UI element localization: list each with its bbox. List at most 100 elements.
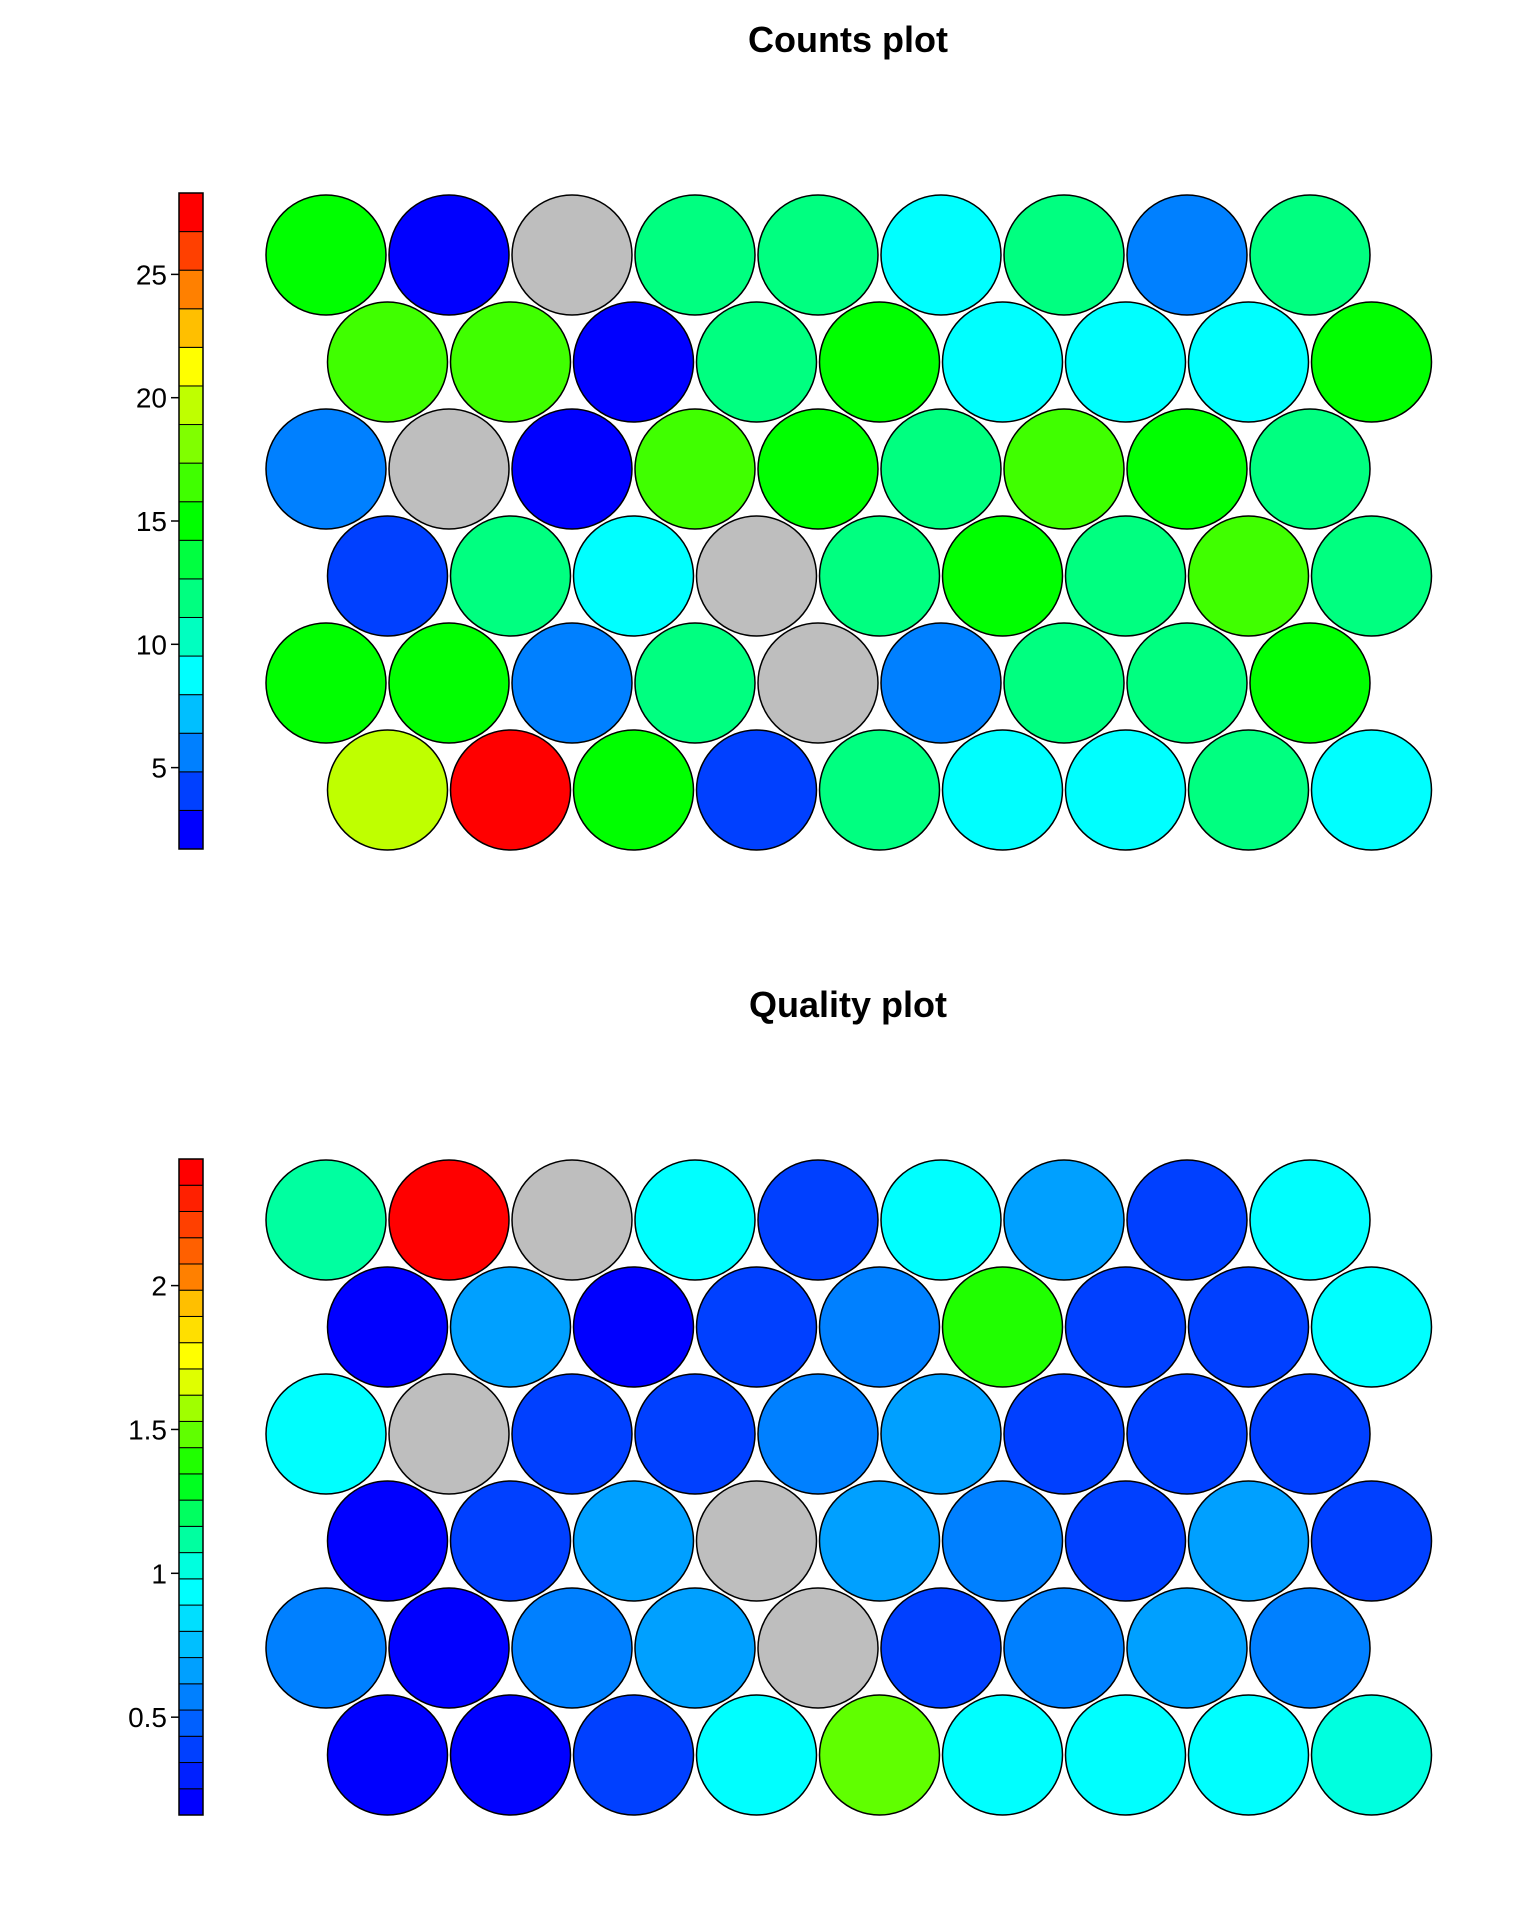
colorbar-segment	[178, 1368, 204, 1396]
colorbar-segment	[178, 1499, 204, 1527]
som-node	[818, 1480, 941, 1602]
counts-colorbar: 5 10 15 20 25	[136, 192, 204, 850]
quality-plot-panel: Quality plot 0.5 1 1.5 2	[128, 984, 1433, 1816]
som-node	[265, 1587, 387, 1709]
som-node	[326, 301, 449, 423]
som-node	[941, 729, 1064, 851]
colorbar-segment	[178, 462, 204, 503]
som-node	[1310, 1694, 1433, 1816]
som-node	[695, 301, 818, 423]
som-node	[572, 515, 695, 637]
colorbar-segment	[178, 771, 204, 811]
colorbar-segment	[178, 1630, 204, 1659]
colorbar-segment	[178, 1447, 204, 1475]
colorbar-tick-label: 1	[151, 1558, 167, 1589]
colorbar-segment	[178, 1657, 204, 1685]
som-node	[880, 1587, 1002, 1709]
counts-plot-panel: Counts plot 5 10 15 20 25	[136, 19, 1433, 851]
som-node	[265, 408, 387, 530]
colorbar-segment	[178, 1420, 204, 1449]
colorbar-segment	[178, 1184, 204, 1212]
colorbar-segment	[178, 1683, 204, 1711]
colorbar-segment	[178, 346, 204, 387]
som-node	[1126, 194, 1248, 316]
som-node	[388, 622, 510, 744]
som-node	[1249, 1373, 1371, 1495]
som-node	[1310, 729, 1433, 851]
colorbar-segment	[178, 1735, 204, 1764]
som-node	[757, 1587, 879, 1709]
som-node	[818, 729, 941, 851]
colorbar-segment	[178, 655, 204, 696]
som-node	[1064, 729, 1187, 851]
som-node	[941, 301, 1064, 423]
som-node	[511, 408, 633, 530]
som-node	[941, 1480, 1064, 1602]
som-node	[572, 729, 695, 851]
som-node	[1126, 1587, 1248, 1709]
som-node	[1310, 515, 1433, 637]
som-node	[572, 1266, 695, 1388]
som-node	[326, 1266, 449, 1388]
som-node	[941, 1266, 1064, 1388]
colorbar-segment	[178, 1237, 204, 1265]
counts-node-grid	[265, 194, 1433, 851]
counts-plot-title: Counts plot	[748, 19, 948, 60]
som-node	[941, 515, 1064, 637]
som-node	[449, 1694, 572, 1816]
som-node	[757, 194, 879, 316]
som-node	[634, 408, 756, 530]
colorbar-segment	[178, 1762, 204, 1790]
som-node	[695, 1266, 818, 1388]
som-node	[1064, 301, 1187, 423]
colorbar-segment	[178, 385, 204, 426]
som-node	[1310, 301, 1433, 423]
som-node	[634, 1587, 756, 1709]
som-node	[1003, 1587, 1125, 1709]
som-node	[1064, 1480, 1187, 1602]
som-node	[880, 194, 1002, 316]
colorbar-segment	[178, 1289, 204, 1317]
som-node	[449, 301, 572, 423]
colorbar-segment	[178, 1210, 204, 1239]
colorbar-segment	[178, 1525, 204, 1554]
som-node	[757, 1159, 879, 1281]
colorbar-segment	[178, 1788, 204, 1816]
som-node	[326, 1480, 449, 1602]
colorbar-segment	[178, 809, 204, 850]
som-node	[1310, 1266, 1433, 1388]
colorbar-segment	[178, 1342, 204, 1370]
colorbar-segment	[178, 1263, 204, 1291]
quality-plot-title: Quality plot	[749, 984, 947, 1025]
som-node	[265, 622, 387, 744]
colorbar-frame	[178, 1158, 204, 1816]
som-node	[572, 301, 695, 423]
colorbar-segment	[178, 1315, 204, 1344]
som-node	[1187, 1480, 1310, 1602]
som-node	[880, 1373, 1002, 1495]
colorbar-segment	[178, 269, 204, 310]
som-node	[695, 729, 818, 851]
colorbar-segment	[178, 501, 204, 541]
som-node	[511, 622, 633, 744]
colorbar-segment	[178, 1709, 204, 1737]
som-node	[449, 729, 572, 851]
som-node	[757, 408, 879, 530]
som-node	[695, 1694, 818, 1816]
som-node	[1187, 301, 1310, 423]
som-node	[388, 1159, 510, 1281]
som-node	[1249, 1159, 1371, 1281]
som-node	[1003, 622, 1125, 744]
som-node	[634, 622, 756, 744]
som-node	[326, 1694, 449, 1816]
som-node	[449, 515, 572, 637]
colorbar-tick-label: 0.5	[128, 1702, 167, 1733]
som-node	[634, 1159, 756, 1281]
som-node	[941, 1694, 1064, 1816]
som-node	[757, 1373, 879, 1495]
colorbar-tick-label: 2	[151, 1271, 167, 1302]
som-node	[1003, 1159, 1125, 1281]
colorbar-segment	[178, 578, 204, 618]
som-node	[1310, 1480, 1433, 1602]
som-node	[326, 515, 449, 637]
